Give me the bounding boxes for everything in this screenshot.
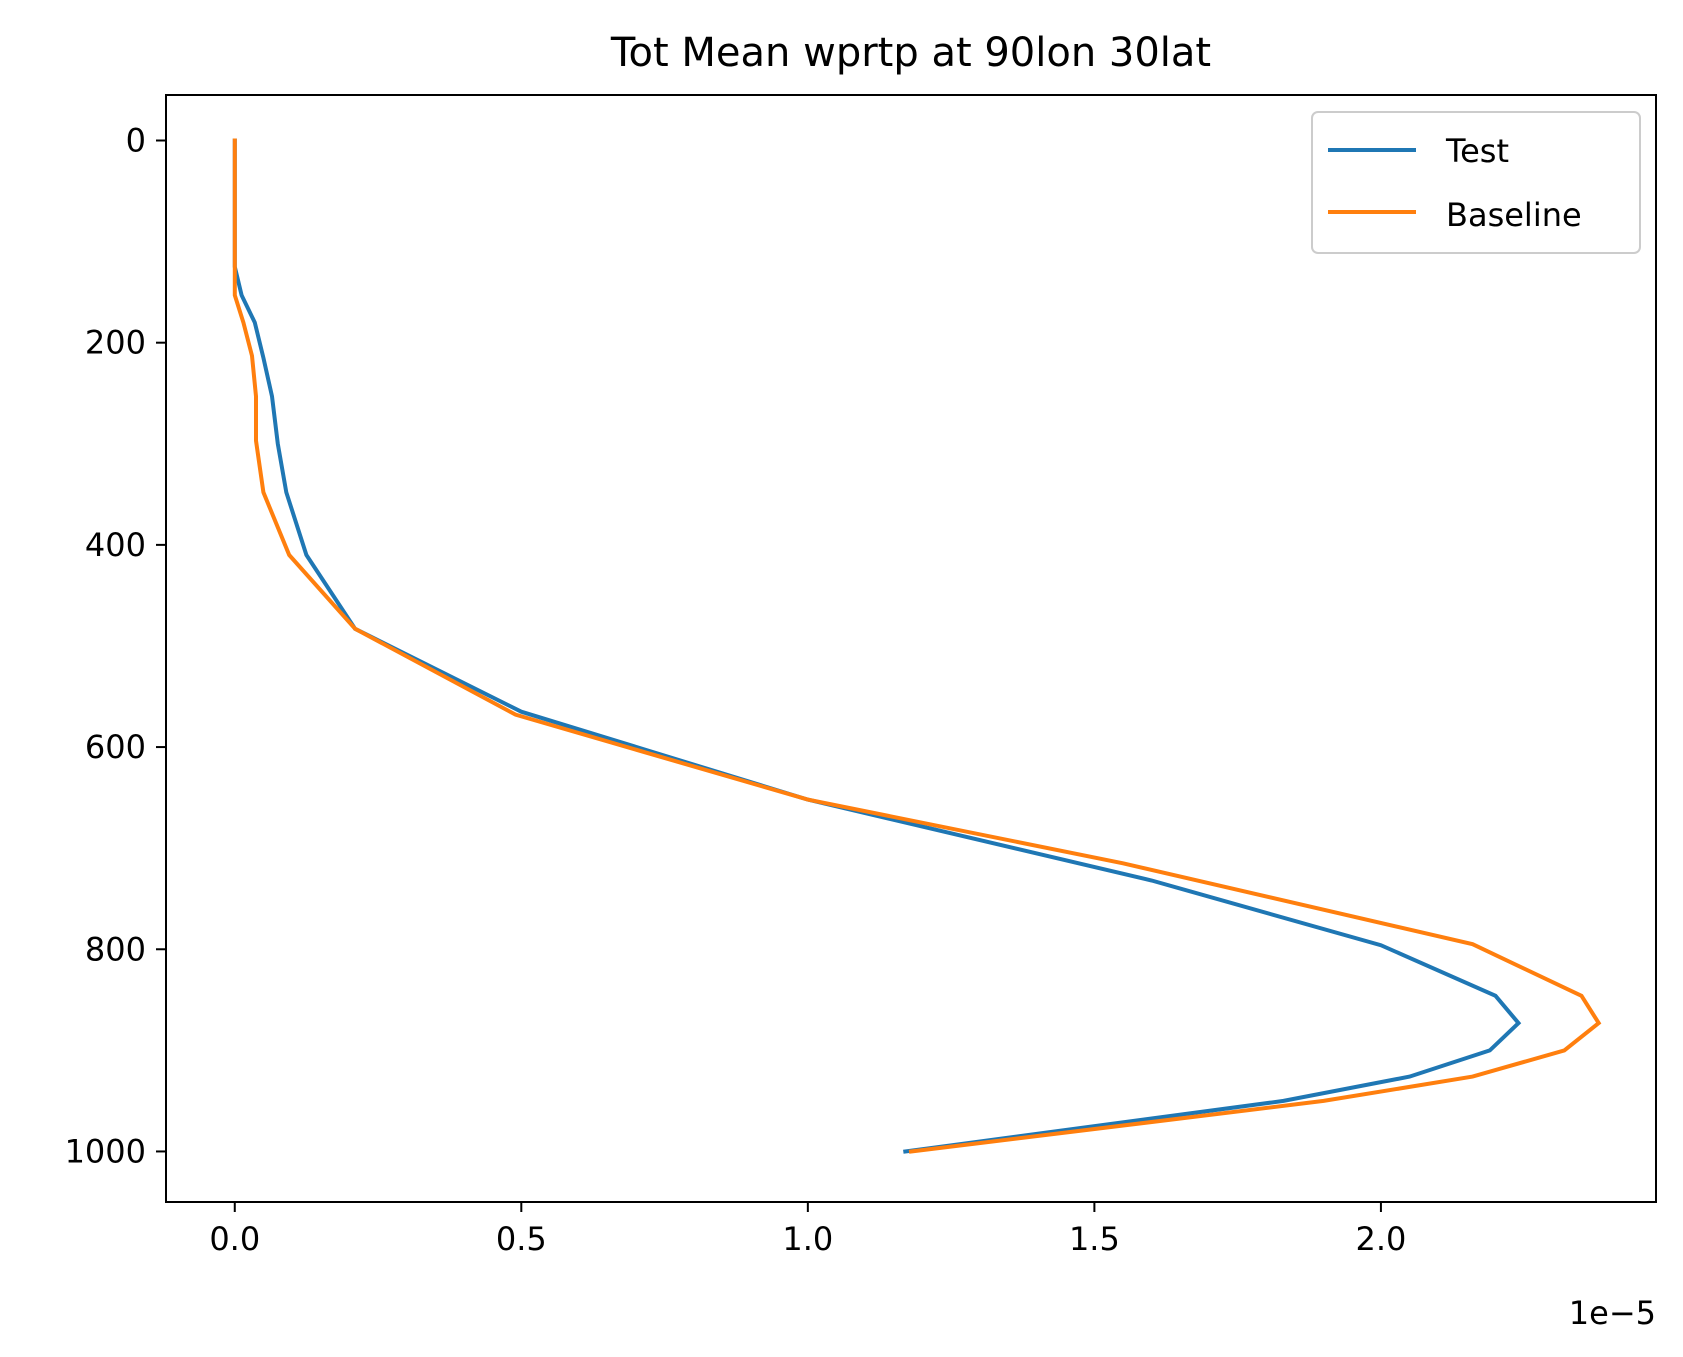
plot-frame <box>165 94 1657 1203</box>
x-tick-label: 0.0 <box>209 1220 260 1258</box>
y-tick-label: 200 <box>85 324 146 362</box>
series-line-test <box>232 138 1522 1154</box>
y-axis: 0 200 400 600 800 1000 <box>65 121 166 1170</box>
legend-label-test: Test <box>1445 132 1509 170</box>
series-layer <box>232 138 1602 1154</box>
legend-box <box>1311 111 1641 254</box>
y-tick-label: 400 <box>85 526 146 564</box>
series-line-baseline <box>232 138 1602 1154</box>
y-tick-label: 800 <box>85 930 146 968</box>
y-tick-label: 1000 <box>65 1132 146 1170</box>
x-axis-offset-label: 1e−5 <box>1569 1294 1656 1332</box>
x-tick-label: 1.5 <box>1069 1220 1120 1258</box>
legend: Test Baseline <box>1311 111 1641 254</box>
y-tick-label: 600 <box>85 728 146 766</box>
legend-label-baseline: Baseline <box>1446 196 1582 234</box>
plot-area <box>166 95 1656 1202</box>
y-tick-label: 0 <box>126 121 146 159</box>
chart-title: Tot Mean wprtp at 90lon 30lat <box>610 30 1211 76</box>
x-tick-label: 1.0 <box>782 1220 833 1258</box>
x-tick-label: 0.5 <box>496 1220 547 1258</box>
x-axis: 0.0 0.5 1.0 1.5 2.0 <box>209 1202 1406 1258</box>
x-tick-label: 2.0 <box>1355 1220 1406 1258</box>
